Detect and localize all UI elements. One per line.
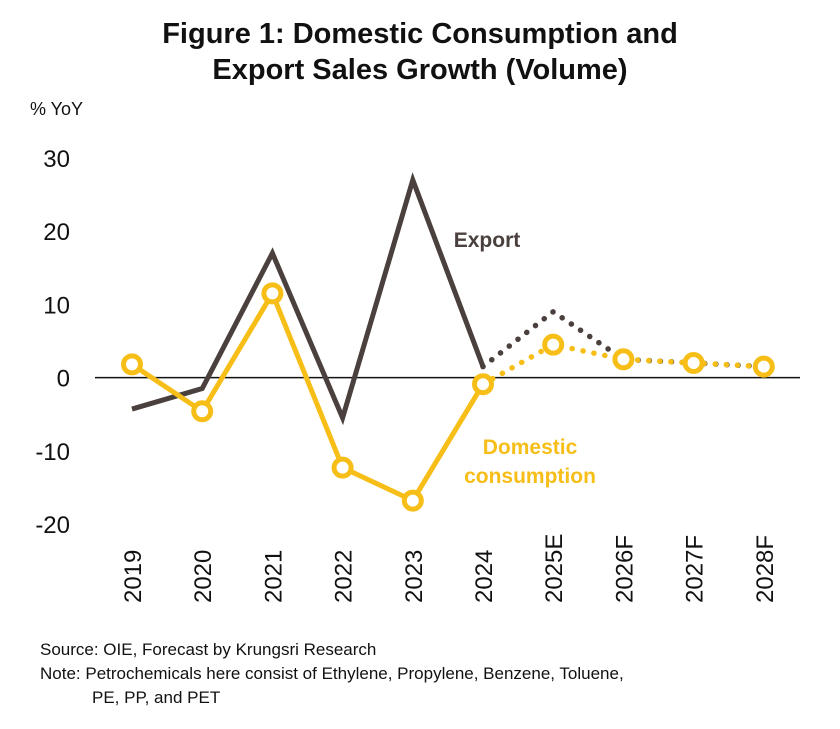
x-tick-label: 2024 xyxy=(471,550,498,603)
chart-title: Figure 1: Domestic Consumption and Expor… xyxy=(0,16,840,88)
x-tick-label: 2023 xyxy=(401,550,428,603)
x-tick-label: 2028F xyxy=(752,535,779,603)
y-tick-label: 10 xyxy=(43,292,70,319)
note-line-2: PE, PP, and PET xyxy=(92,688,221,707)
series-line-forecast xyxy=(480,341,767,387)
data-point-marker xyxy=(612,348,635,371)
domestic-series-label-line-2: consumption xyxy=(464,465,596,488)
y-tick-label: 30 xyxy=(43,146,70,173)
x-tick-label: 2026F xyxy=(611,535,638,603)
chart-title-line-1: Figure 1: Domestic Consumption and xyxy=(162,18,678,50)
source-note: Source: OIE, Forecast by Krungsri Resear… xyxy=(40,640,377,659)
x-tick-label: 2019 xyxy=(120,550,147,603)
y-tick-label: 20 xyxy=(43,219,70,246)
data-point-marker xyxy=(752,355,775,378)
series-lines xyxy=(130,172,767,504)
x-tick-label: 2021 xyxy=(260,550,287,603)
note-line-1: Note: Petrochemicals here consist of Eth… xyxy=(40,664,624,683)
y-axis: % YoY 30 20 10 0 -10 -20 xyxy=(30,99,83,539)
data-point-marker xyxy=(401,489,424,512)
y-axis-label: % YoY xyxy=(30,99,83,119)
y-tick-label: -10 xyxy=(35,439,70,466)
series-line-actual xyxy=(131,172,486,426)
x-tick-label: 2022 xyxy=(331,550,358,603)
chart-footer: Source: OIE, Forecast by Krungsri Resear… xyxy=(40,638,624,710)
x-tick-label: 2025E xyxy=(541,534,568,603)
domestic-series-label-line-1: Domestic xyxy=(483,436,578,459)
data-point-marker xyxy=(191,400,214,423)
x-axis: 2019 2020 2021 2022 2023 2024 2025E 2026F 2027F 2… xyxy=(95,376,800,603)
export-series-label: Export xyxy=(454,229,521,252)
data-point-marker xyxy=(542,333,565,356)
x-tick-label: 2027F xyxy=(682,535,709,603)
y-tick-label: -20 xyxy=(35,512,70,539)
x-tick-label: 2020 xyxy=(190,550,217,603)
chart-title-line-2: Export Sales Growth (Volume) xyxy=(212,54,628,86)
series-line-actual xyxy=(130,287,486,504)
series-labels: Export Domestic consumption xyxy=(454,229,596,488)
data-point-marker xyxy=(261,282,284,305)
data-point-marker xyxy=(331,456,354,479)
data-point-marker xyxy=(682,351,705,374)
y-tick-label: 0 xyxy=(57,366,70,393)
series-markers xyxy=(121,282,775,512)
data-point-marker xyxy=(121,353,143,376)
data-point-marker xyxy=(472,373,494,396)
